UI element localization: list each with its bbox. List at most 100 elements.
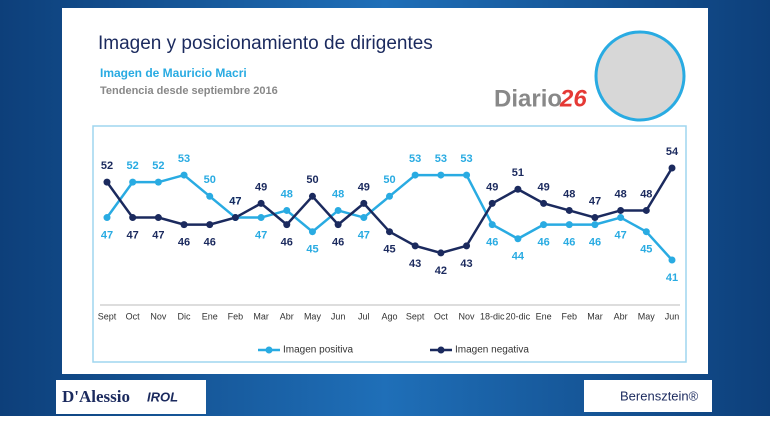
data-point (103, 214, 111, 222)
value-label: 46 (589, 237, 601, 249)
value-label: 46 (204, 237, 216, 249)
value-label: 48 (615, 188, 627, 200)
value-label: 54 (666, 146, 679, 158)
data-point (257, 214, 265, 222)
data-point (129, 214, 137, 222)
legend-label: Imagen positiva (283, 345, 353, 356)
data-point (591, 214, 599, 222)
data-point (437, 249, 445, 257)
value-label: 47 (101, 229, 113, 241)
value-label: 48 (640, 188, 652, 200)
value-label: 43 (460, 258, 472, 270)
value-label: 53 (178, 153, 190, 165)
value-label: 47 (589, 195, 601, 207)
data-point (668, 164, 676, 172)
data-point (617, 206, 625, 214)
value-label: 47 (358, 229, 370, 241)
data-point (591, 221, 599, 229)
value-label: 49 (358, 181, 370, 193)
value-label: 47 (255, 229, 267, 241)
x-tick-label: Oct (434, 311, 449, 321)
data-point (206, 192, 214, 200)
data-point (154, 178, 162, 186)
x-tick-label: May (638, 311, 656, 321)
value-label: 46 (281, 237, 293, 249)
title: Imagen y posicionamiento de dirigentes (98, 33, 433, 54)
x-tick-label: Feb (562, 311, 578, 321)
x-tick-label: Nov (459, 311, 476, 321)
x-tick-label: Nov (150, 311, 167, 321)
x-tick-label: Jun (665, 311, 680, 321)
data-point (180, 221, 188, 229)
data-point (617, 214, 625, 222)
value-label: 46 (563, 237, 575, 249)
x-tick-label: Mar (253, 311, 269, 321)
data-point (488, 221, 496, 229)
value-label: 48 (332, 188, 344, 200)
value-label: 45 (640, 244, 652, 256)
data-point (206, 221, 214, 229)
portrait (594, 30, 686, 122)
logo-dalessio: D'Alessio (62, 387, 130, 406)
data-point (437, 171, 445, 179)
data-point (283, 221, 291, 229)
value-label: 52 (127, 160, 139, 172)
value-label: 43 (409, 258, 421, 270)
legend-marker (437, 346, 445, 354)
data-point (411, 242, 419, 250)
x-tick-label: Jun (331, 311, 346, 321)
value-label: 50 (204, 174, 216, 186)
logo-diario: Diario (494, 85, 562, 112)
data-point (668, 256, 676, 264)
value-label: 46 (537, 237, 549, 249)
data-point (386, 192, 393, 200)
value-label: 41 (666, 272, 678, 284)
legend-label: Imagen negativa (455, 345, 529, 356)
value-label: 52 (152, 160, 164, 172)
data-point (386, 228, 393, 236)
data-point (334, 206, 342, 214)
data-point (565, 221, 573, 229)
data-point (463, 242, 471, 250)
data-point (360, 214, 368, 222)
x-tick-label: Mar (587, 311, 603, 321)
value-label: 42 (435, 265, 447, 277)
x-tick-label: Oct (126, 311, 141, 321)
data-point (154, 214, 162, 222)
data-point (540, 221, 548, 229)
value-label: 51 (512, 167, 524, 179)
value-label: 46 (178, 237, 190, 249)
data-point (642, 206, 650, 214)
value-label: 47 (229, 195, 241, 207)
x-tick-label: Abr (614, 311, 628, 321)
value-label: 46 (332, 237, 344, 249)
value-label: 44 (512, 251, 525, 263)
x-tick-label: Ene (536, 311, 552, 321)
value-label: 47 (615, 229, 627, 241)
data-point (514, 185, 522, 193)
logo-irol: IROL (147, 389, 178, 404)
x-tick-label: Sept (406, 311, 425, 321)
data-point (411, 171, 419, 179)
data-point (334, 221, 342, 229)
plot: Sept Oct Nov Dic Ene Feb Mar Abr May Jun Jul Ago Sep… (98, 146, 680, 356)
caption: Tendencia desde septiembre 2016 (100, 85, 278, 97)
data-point (308, 228, 316, 236)
value-label: 47 (229, 195, 241, 207)
x-tick-label: Dic (178, 311, 191, 321)
data-point (565, 206, 573, 214)
x-tick-label: Ago (381, 311, 397, 321)
value-label: 53 (409, 153, 421, 165)
value-label: 48 (281, 188, 293, 200)
value-label: 50 (306, 174, 318, 186)
value-label: 48 (563, 188, 575, 200)
data-point (129, 178, 137, 186)
value-label: 50 (383, 174, 395, 186)
data-point (308, 192, 316, 200)
legend-marker (265, 346, 273, 354)
value-label: 49 (537, 181, 549, 193)
data-point (180, 171, 188, 179)
logo-berensztein: Berensztein® (620, 388, 699, 403)
x-tick-label: Feb (228, 311, 244, 321)
